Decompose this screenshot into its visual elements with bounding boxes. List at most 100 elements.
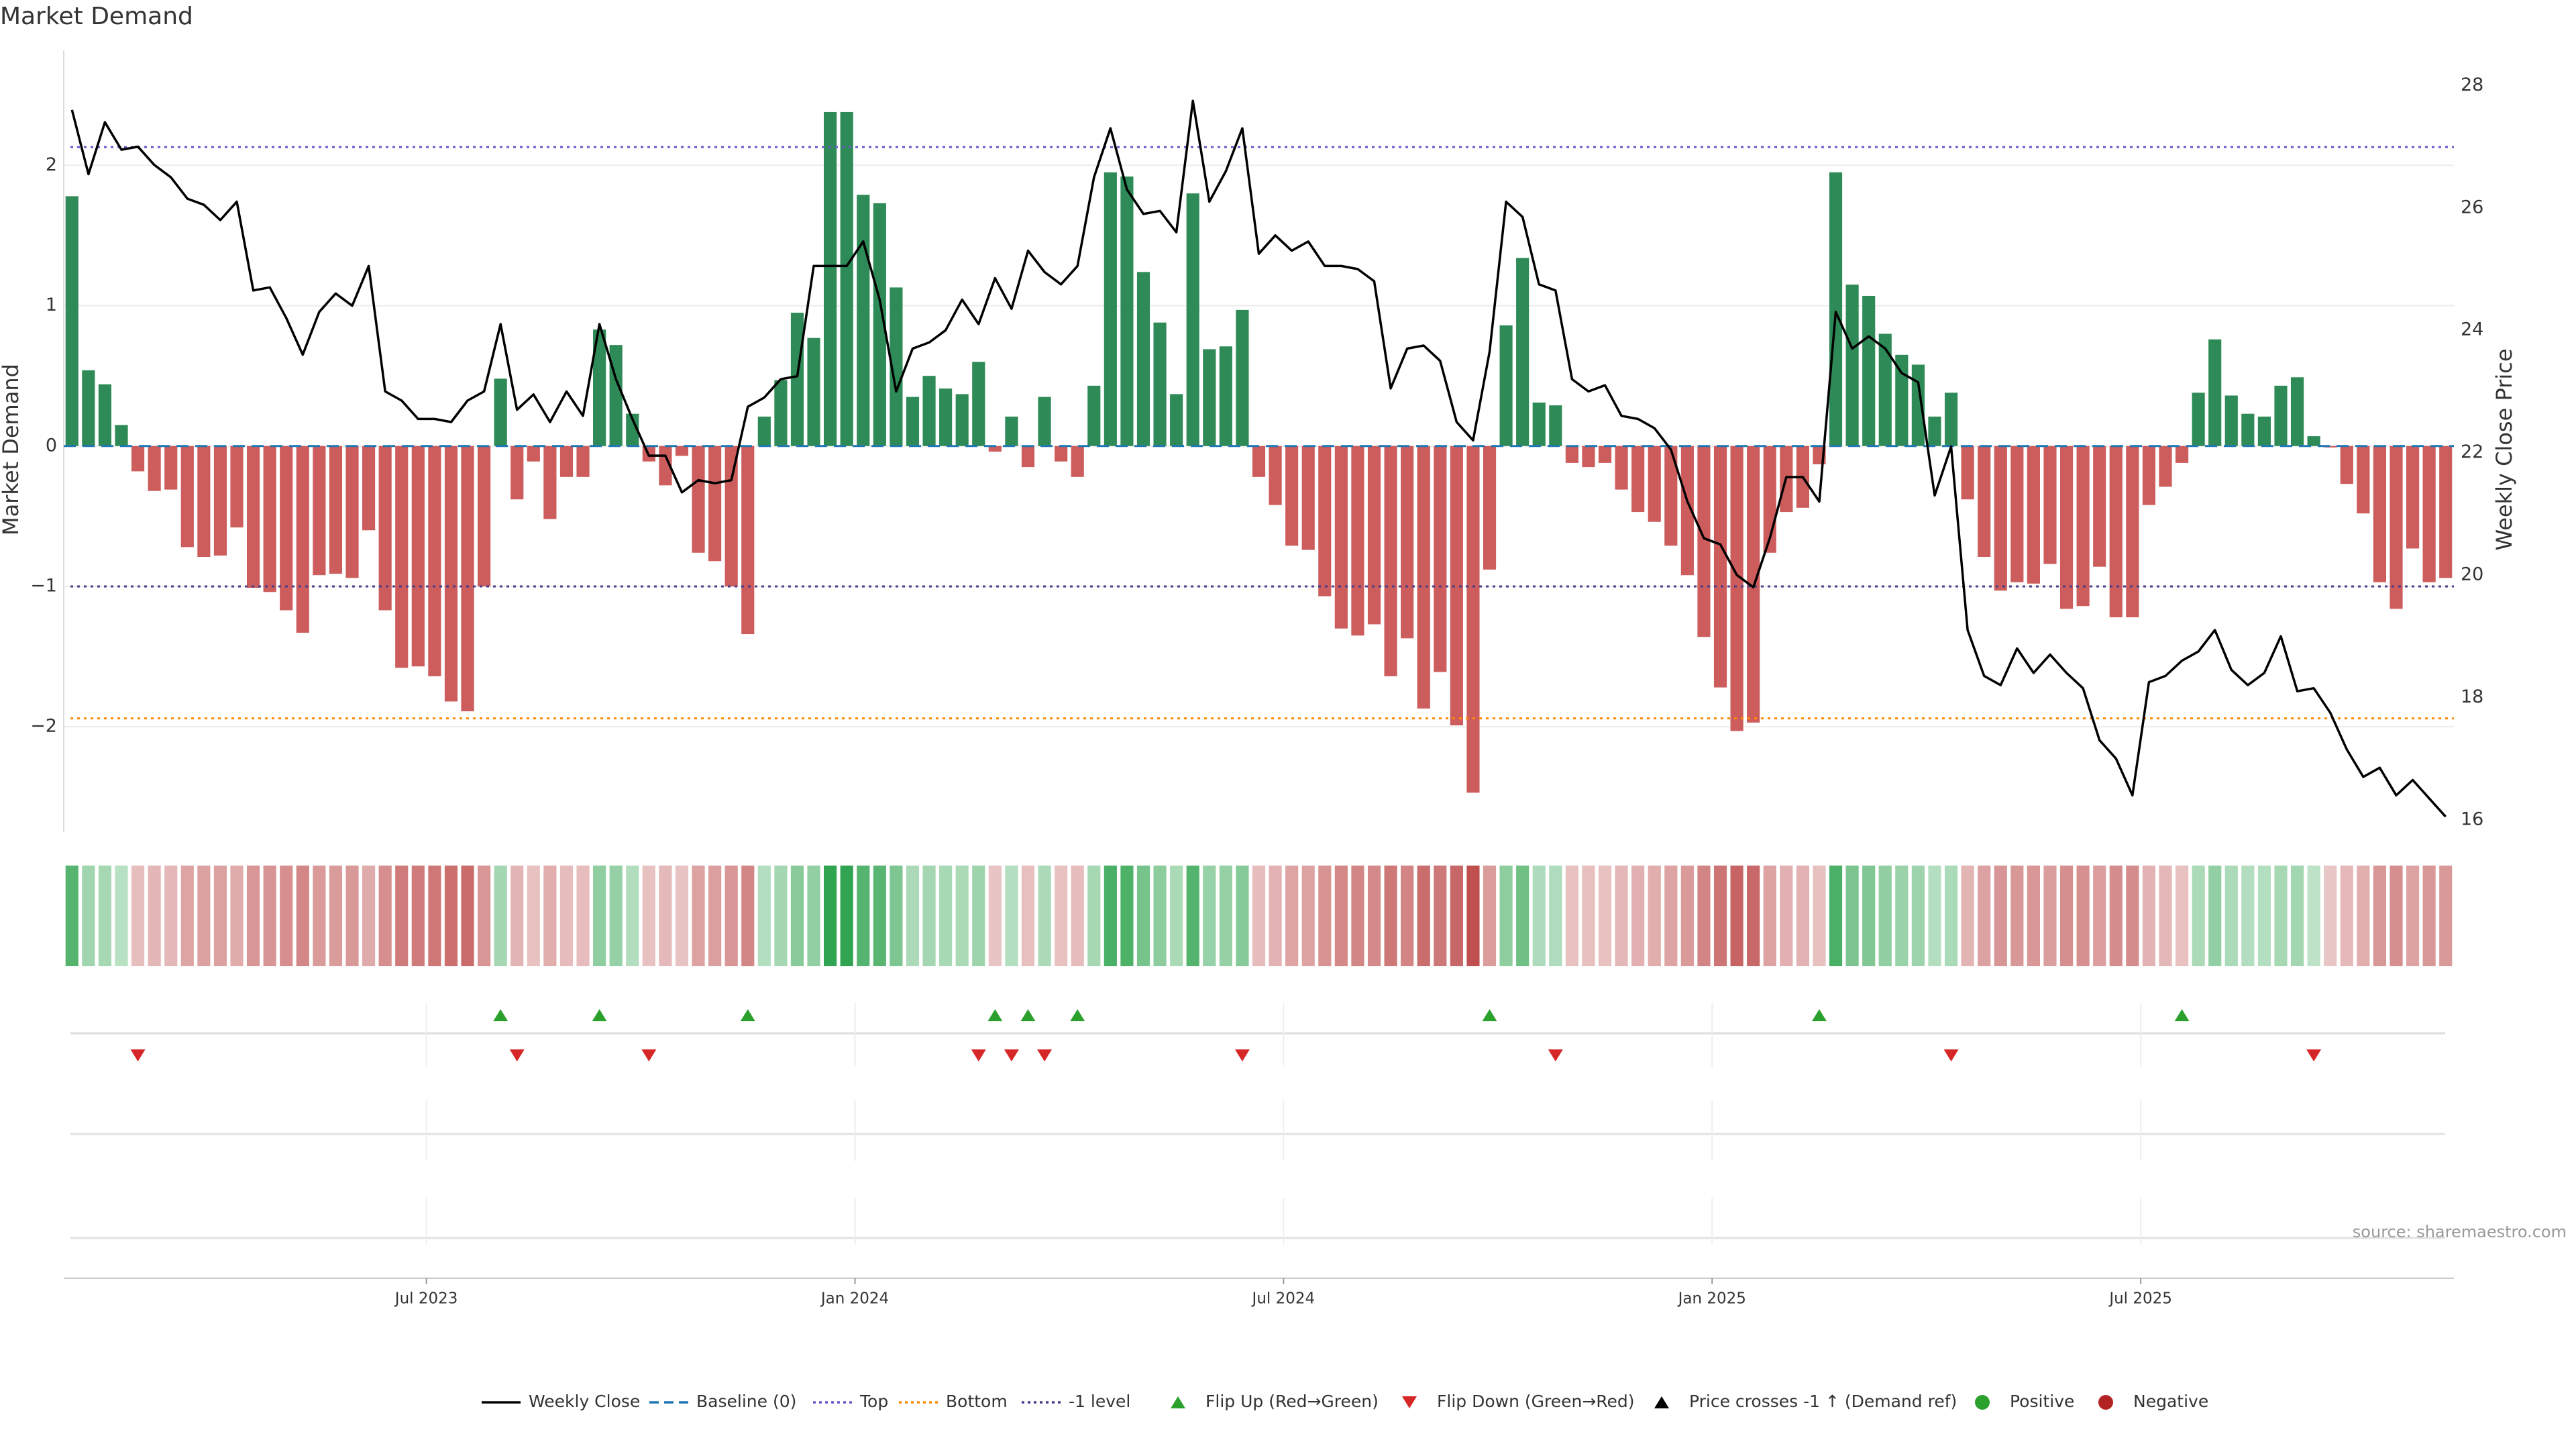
- negative-bar: [1334, 446, 1348, 629]
- heat-strip-cell: [1845, 866, 1859, 966]
- positive-bar: [1829, 172, 1843, 446]
- y-tick-label: −1: [30, 575, 57, 596]
- heat-strip-cell: [527, 866, 540, 966]
- heat-strip-cell: [511, 866, 524, 966]
- negative-bar: [1961, 446, 1974, 500]
- legend-item-negative: Negative: [2133, 1392, 2208, 1411]
- negative-bar: [313, 446, 326, 576]
- negative-bar: [1697, 446, 1711, 637]
- heat-strip-cell: [906, 866, 920, 966]
- heat-strip-cell: [1186, 866, 1199, 966]
- heat-strip-cell: [692, 866, 705, 966]
- heat-strip-cell: [82, 866, 95, 966]
- heat-strip-cell: [955, 866, 969, 966]
- heat-strip-cell: [1615, 866, 1628, 966]
- heat-strip-cell: [1730, 866, 1743, 966]
- negative-bar: [2043, 446, 2057, 564]
- heat-strip-cell: [626, 866, 639, 966]
- heat-strip-cell: [807, 866, 820, 966]
- positive-bar: [1862, 295, 1876, 446]
- positive-bar: [1895, 354, 1909, 446]
- negative-bar: [148, 446, 161, 491]
- heat-strip-cell: [1895, 866, 1909, 966]
- heat-strip-cell: [478, 866, 491, 966]
- heat-strip-cell: [1318, 866, 1332, 966]
- heat-strip-cell: [1285, 866, 1299, 966]
- negative-bar: [280, 446, 293, 611]
- heat-strip-cell: [1351, 866, 1364, 966]
- heat-strip-cell: [1170, 866, 1183, 966]
- positive-bar: [1136, 272, 1150, 446]
- heat-strip-cell: [2290, 866, 2304, 966]
- negative-bar: [1450, 446, 1463, 726]
- negative-bar: [428, 446, 441, 676]
- legend-item-positive: Positive: [2010, 1392, 2074, 1411]
- negative-bar: [1680, 446, 1694, 576]
- positive-bar: [1038, 397, 1051, 446]
- negative-bar: [164, 446, 178, 490]
- positive-bar: [2241, 413, 2255, 446]
- heat-strip-cell: [1763, 866, 1776, 966]
- negative-bar: [2109, 446, 2123, 617]
- flip-up-marker: [1811, 1009, 1827, 1021]
- flip-up-marker: [1482, 1009, 1497, 1021]
- heat-strip-cell: [1384, 866, 1397, 966]
- heat-strip-cell: [1236, 866, 1249, 966]
- negative-bar: [213, 446, 227, 556]
- heat-strip-cell: [1401, 866, 1414, 966]
- heat-strip-cell: [1269, 866, 1282, 966]
- flip-down-marker: [1037, 1049, 1053, 1061]
- heat-strip-cell: [675, 866, 689, 966]
- heat-strip-cell: [345, 866, 359, 966]
- heat-strip-cell: [1499, 866, 1513, 966]
- heat-strip-cell: [246, 866, 260, 966]
- legend-item-baseline-0: Baseline (0): [696, 1392, 796, 1411]
- heat-strip-cell: [1631, 866, 1645, 966]
- heat-strip-cell: [757, 866, 771, 966]
- heat-strip-cell: [774, 866, 788, 966]
- heat-strip-cell: [2307, 866, 2320, 966]
- heat-strip-cell: [1598, 866, 1612, 966]
- heat-strip-cell: [1549, 866, 1562, 966]
- heat-strip-cell: [494, 866, 507, 966]
- negative-bar: [708, 446, 722, 562]
- heat-strip-cell: [1021, 866, 1035, 966]
- heat-strip-cell: [2274, 866, 2288, 966]
- heat-strip-cell: [1911, 866, 1925, 966]
- heat-strip-cell: [2324, 866, 2337, 966]
- negative-bar: [1664, 446, 1678, 546]
- flip-down-marker: [2306, 1049, 2322, 1061]
- heat-strip-cell: [708, 866, 722, 966]
- flip-up-marker: [1020, 1009, 1036, 1021]
- negative-bar: [2439, 446, 2453, 578]
- positive-bar: [1203, 349, 1216, 446]
- heat-strip-cell: [2208, 866, 2222, 966]
- negative-bar: [1434, 446, 1447, 672]
- negative-bar: [2324, 446, 2337, 448]
- positive-bar: [2307, 436, 2320, 446]
- positive-bar: [2208, 339, 2222, 446]
- heat-strip-cell: [1203, 866, 1216, 966]
- heat-strip-cell: [164, 866, 178, 966]
- heat-strip-cell: [873, 866, 886, 966]
- positive-bar: [1153, 322, 1167, 446]
- negative-bar: [2027, 446, 2040, 584]
- heat-strip-cell: [609, 866, 623, 966]
- heat-strip-cell: [2224, 866, 2238, 966]
- heat-strip-cell: [1829, 866, 1843, 966]
- heat-strip-cell: [2043, 866, 2057, 966]
- legend-item--1-level: -1 level: [1069, 1392, 1130, 1411]
- positive-bar: [593, 329, 606, 446]
- positive-bar: [955, 394, 969, 446]
- heat-strip-cell: [2439, 866, 2453, 966]
- flip-up-marker: [1070, 1009, 1085, 1021]
- heat-strip-cell: [444, 866, 458, 966]
- positive-bar: [857, 195, 870, 446]
- negative-bar: [296, 446, 309, 633]
- heat-strip-cell: [642, 866, 655, 966]
- negative-bar: [692, 446, 705, 553]
- heat-strip-cell: [1680, 866, 1694, 966]
- negative-bar: [675, 446, 689, 456]
